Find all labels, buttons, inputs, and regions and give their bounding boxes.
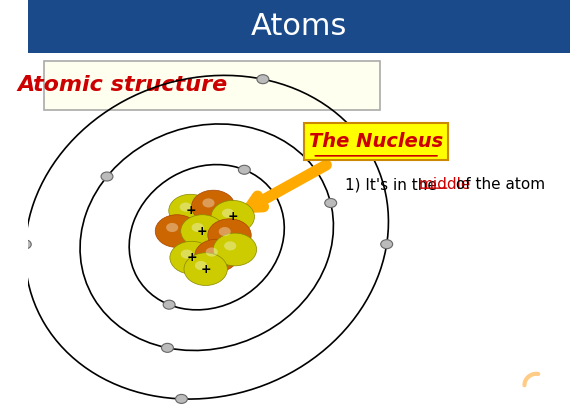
Text: +: + <box>197 225 207 238</box>
Circle shape <box>166 223 178 232</box>
Circle shape <box>222 209 234 218</box>
Circle shape <box>163 300 175 309</box>
Text: 1) It's in the: 1) It's in the <box>345 178 442 192</box>
Circle shape <box>170 241 213 274</box>
Text: The Nucleus: The Nucleus <box>310 132 443 151</box>
FancyBboxPatch shape <box>44 61 380 110</box>
Circle shape <box>238 165 250 174</box>
FancyArrowPatch shape <box>250 165 326 207</box>
Circle shape <box>181 249 193 258</box>
Circle shape <box>161 343 173 352</box>
Circle shape <box>19 240 31 249</box>
Circle shape <box>381 240 393 249</box>
Circle shape <box>184 253 227 285</box>
Text: middle: middle <box>418 178 471 192</box>
Circle shape <box>181 215 224 247</box>
Circle shape <box>101 172 113 181</box>
FancyBboxPatch shape <box>304 123 448 160</box>
Circle shape <box>224 241 236 250</box>
Text: Atoms: Atoms <box>251 12 347 41</box>
Circle shape <box>155 215 198 247</box>
Circle shape <box>257 75 269 84</box>
Text: +: + <box>200 263 211 276</box>
Circle shape <box>213 233 256 266</box>
Circle shape <box>195 239 238 272</box>
Circle shape <box>325 198 337 207</box>
Circle shape <box>211 200 254 233</box>
Text: of the atom: of the atom <box>451 178 545 192</box>
Circle shape <box>202 198 214 207</box>
Text: +: + <box>185 204 196 217</box>
Circle shape <box>219 227 231 236</box>
Circle shape <box>208 219 251 252</box>
FancyBboxPatch shape <box>28 0 570 53</box>
Circle shape <box>195 261 207 270</box>
Text: Atomic structure: Atomic structure <box>18 75 228 95</box>
Circle shape <box>176 394 188 403</box>
Text: +: + <box>227 210 238 223</box>
Circle shape <box>206 247 218 256</box>
Circle shape <box>169 194 212 227</box>
Text: +: + <box>186 251 197 264</box>
Circle shape <box>180 202 192 211</box>
Circle shape <box>192 190 235 223</box>
Circle shape <box>192 223 203 232</box>
